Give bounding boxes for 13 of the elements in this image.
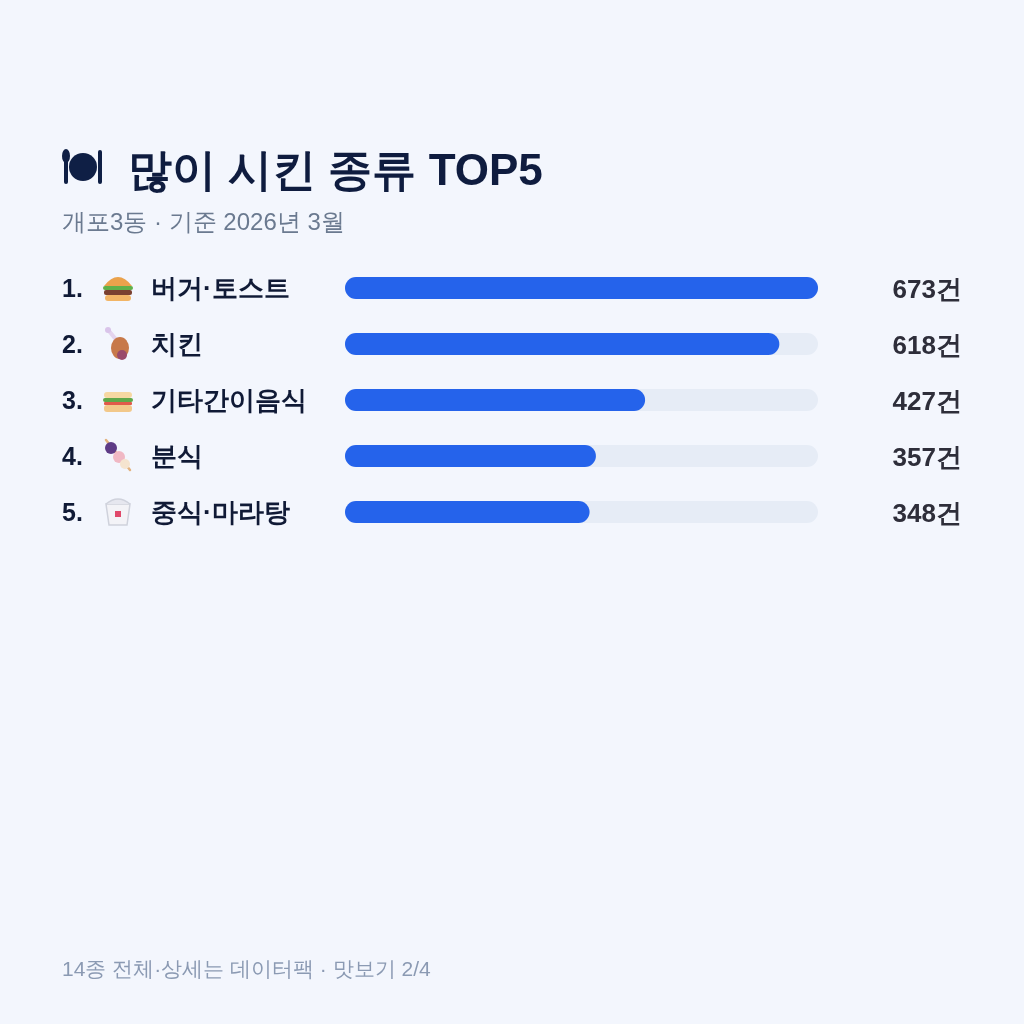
data-label: 427건: [892, 386, 962, 416]
data-label: 618건: [892, 330, 962, 360]
data-label: 673건: [892, 274, 962, 304]
category-label: 5. 중식·마라탕: [62, 497, 290, 527]
category-label: 1. 버거·토스트: [62, 273, 290, 303]
data-label: 357건: [892, 442, 962, 472]
category-label: 4. 분식: [62, 441, 203, 471]
category-label: 2. 치킨: [62, 329, 203, 359]
chart-subtitle: 개포3동 · 기준 2026년 3월: [62, 208, 345, 235]
data-label: 348건: [892, 498, 962, 528]
text: 14종 전체·상세는 데이터팩 · 맛보기 2/4: [62, 957, 432, 980]
chart-title: 많이 시킨 종류 TOP5: [128, 145, 543, 194]
category-label: 3. 기타간이음식: [62, 385, 307, 415]
